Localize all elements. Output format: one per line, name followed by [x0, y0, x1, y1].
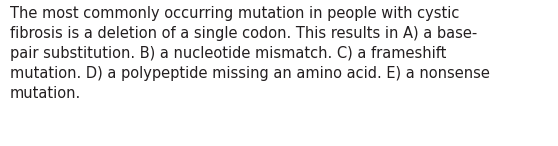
- Text: The most commonly occurring mutation in people with cystic
fibrosis is a deletio: The most commonly occurring mutation in …: [10, 6, 490, 101]
